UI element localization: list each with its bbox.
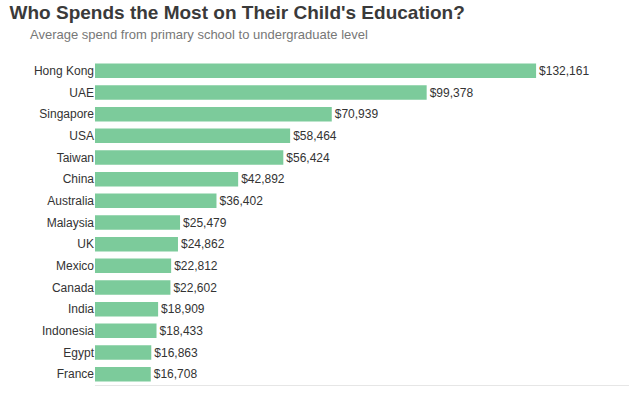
svg-text:$22,812: $22,812 bbox=[174, 259, 218, 273]
svg-text:$56,424: $56,424 bbox=[286, 151, 330, 165]
svg-text:$132,161: $132,161 bbox=[539, 64, 589, 78]
svg-text:UAE: UAE bbox=[69, 86, 94, 100]
svg-text:$18,909: $18,909 bbox=[161, 302, 205, 316]
svg-text:$18,433: $18,433 bbox=[160, 324, 204, 338]
svg-text:$16,708: $16,708 bbox=[154, 367, 198, 381]
svg-text:China: China bbox=[63, 172, 95, 186]
svg-text:$22,602: $22,602 bbox=[173, 281, 217, 295]
svg-text:Australia: Australia bbox=[47, 194, 94, 208]
svg-text:Who Spends the Most on Their C: Who Spends the Most on Their Child's Edu… bbox=[10, 2, 465, 23]
svg-text:$25,479: $25,479 bbox=[183, 216, 227, 230]
svg-text:$42,892: $42,892 bbox=[241, 172, 285, 186]
svg-text:Indonesia: Indonesia bbox=[42, 324, 94, 338]
svg-text:Hong Kong: Hong Kong bbox=[34, 64, 94, 78]
svg-text:$70,939: $70,939 bbox=[335, 107, 379, 121]
svg-text:Average spend from primary sch: Average spend from primary school to und… bbox=[30, 27, 368, 42]
svg-text:$24,862: $24,862 bbox=[181, 237, 225, 251]
svg-text:USA: USA bbox=[69, 129, 94, 143]
svg-text:Taiwan: Taiwan bbox=[57, 151, 94, 165]
svg-text:$99,378: $99,378 bbox=[430, 86, 474, 100]
svg-text:Canada: Canada bbox=[52, 281, 94, 295]
svg-text:Singapore: Singapore bbox=[39, 107, 94, 121]
svg-text:$16,863: $16,863 bbox=[154, 346, 198, 360]
svg-text:Mexico: Mexico bbox=[56, 259, 94, 273]
svg-text:Malaysia: Malaysia bbox=[47, 216, 95, 230]
svg-text:Egypt: Egypt bbox=[63, 346, 94, 360]
svg-text:$58,464: $58,464 bbox=[293, 129, 337, 143]
svg-text:$36,402: $36,402 bbox=[219, 194, 263, 208]
svg-text:UK: UK bbox=[77, 237, 94, 251]
svg-text:France: France bbox=[57, 367, 95, 381]
svg-text:India: India bbox=[68, 302, 94, 316]
